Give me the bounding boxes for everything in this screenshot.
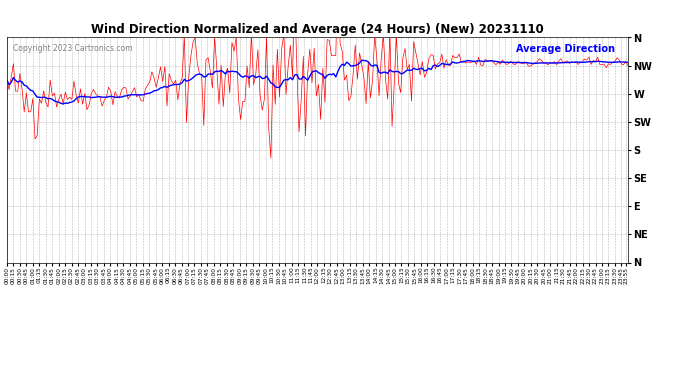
Text: Copyright 2023 Cartronics.com: Copyright 2023 Cartronics.com [13, 44, 132, 53]
Text: Average Direction: Average Direction [517, 44, 615, 54]
Title: Wind Direction Normalized and Average (24 Hours) (New) 20231110: Wind Direction Normalized and Average (2… [91, 23, 544, 36]
